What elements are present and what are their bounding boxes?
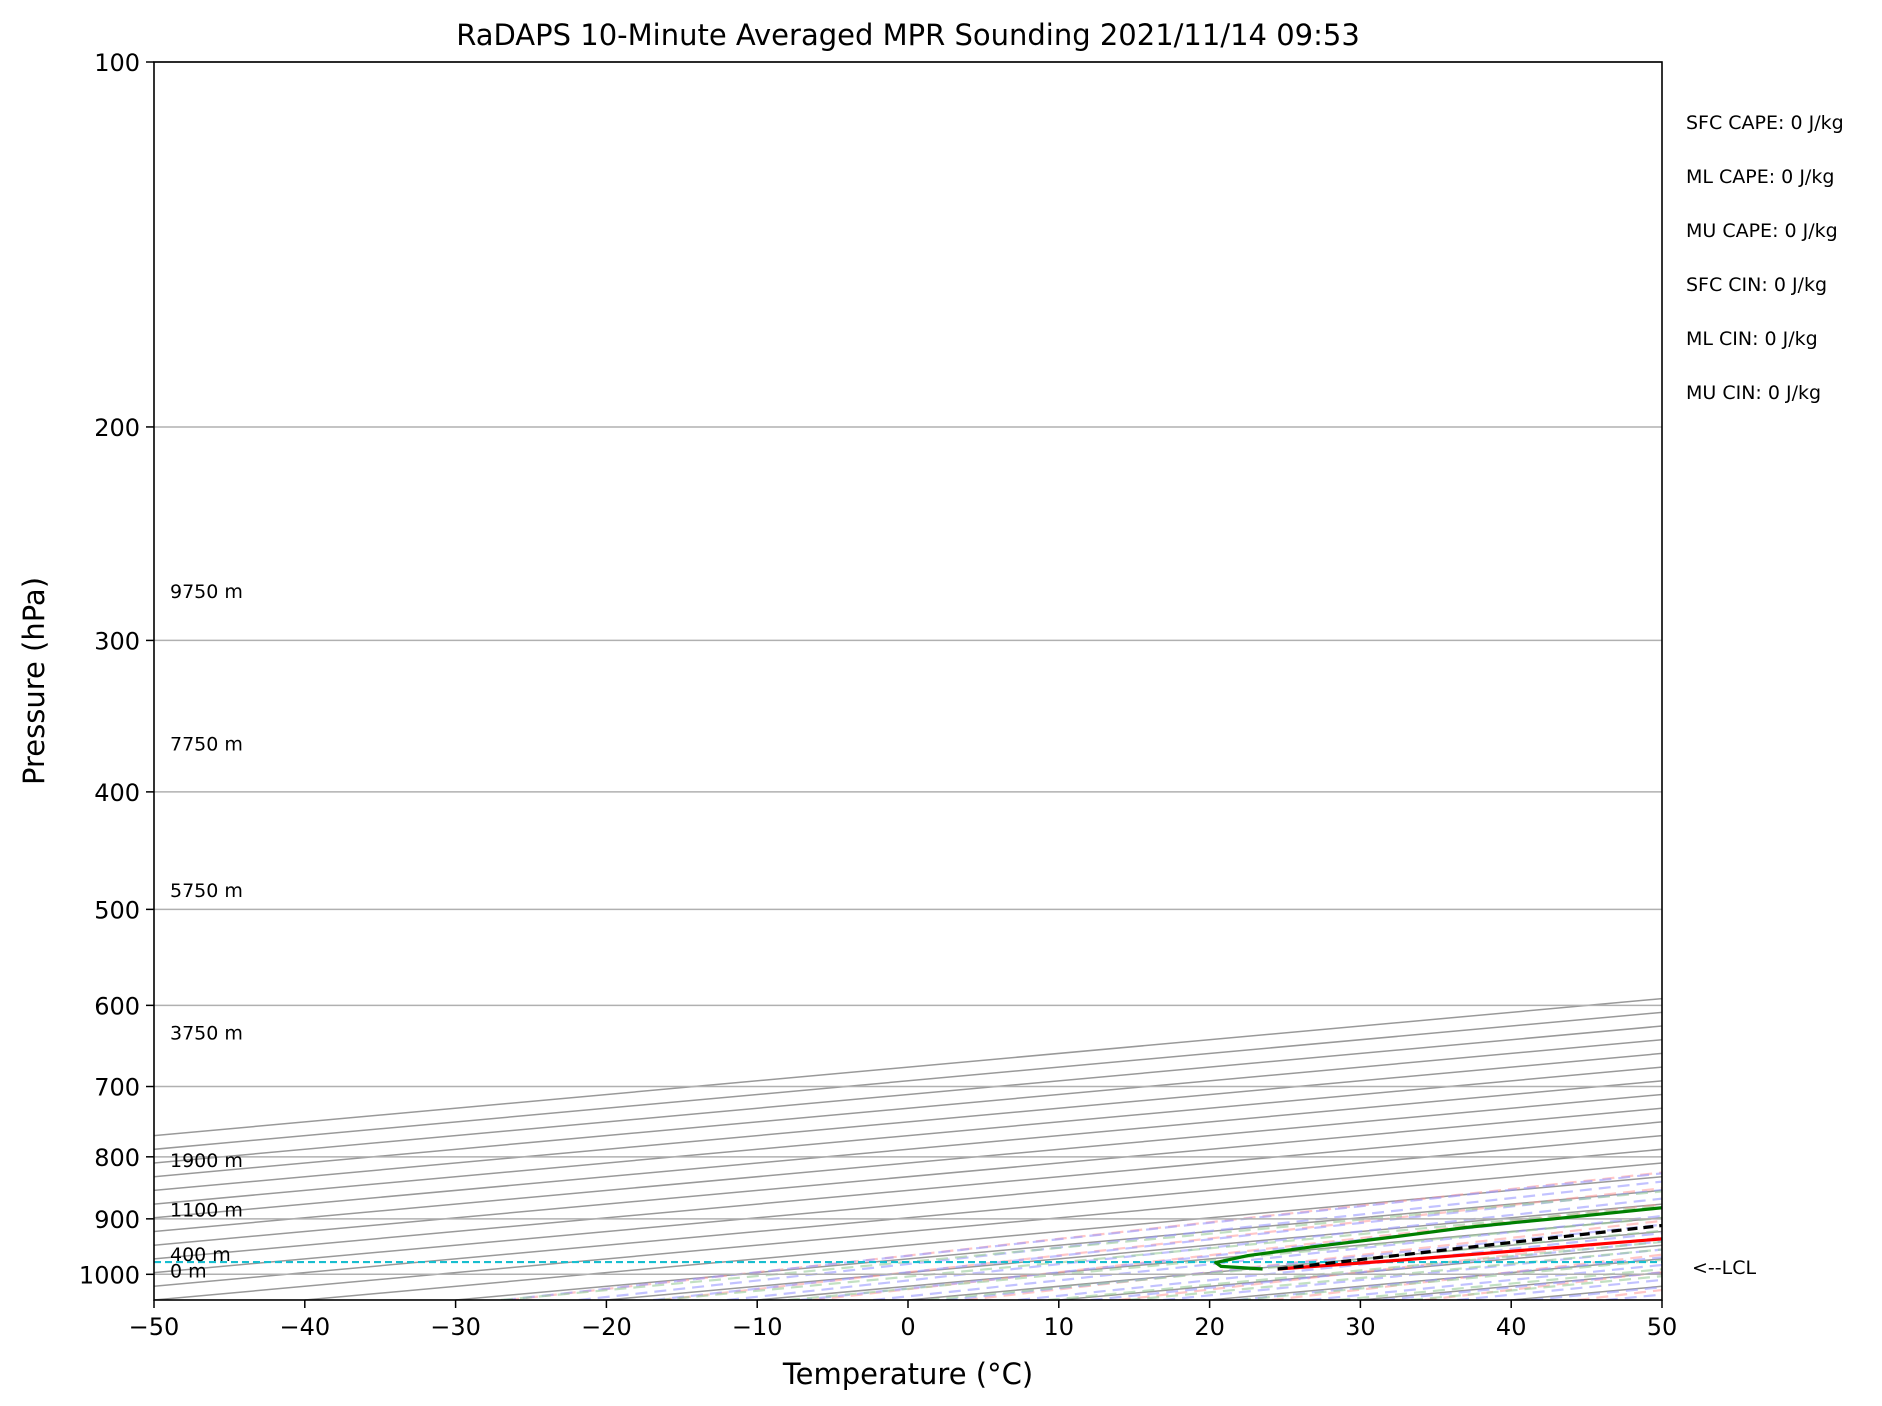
chart-labels: RaDAPS 10-Minute Averaged MPR Sounding 2… [17,18,1360,1391]
stability-index-text: MU CIN: 0 J/kg [1686,382,1821,404]
parcel-path-line [1277,1223,1662,1271]
y-tick-label: 100 [94,49,140,77]
x-tick-label: −50 [129,1313,180,1341]
stability-index-text: SFC CAPE: 0 J/kg [1686,112,1844,134]
y-tick-label: 800 [94,1144,140,1172]
y-tick-label: 500 [94,896,140,924]
height-label: 7750 m [170,734,243,756]
x-tick-label: −30 [430,1313,481,1341]
stability-index-text: MU CAPE: 0 J/kg [1686,220,1838,242]
chart-title: RaDAPS 10-Minute Averaged MPR Sounding 2… [456,18,1360,52]
y-tick-label: 1000 [79,1261,140,1289]
isotherm-line [154,1066,1662,1205]
height-label: 5750 m [170,880,243,902]
mixing-ratio-line [658,1204,1662,1300]
y-tick-label: 300 [94,627,140,655]
dewpoint-profile-line [1214,1206,1662,1271]
height-label: 9750 m [170,581,243,603]
y-tick-label: 900 [94,1206,140,1234]
stability-index-text: SFC CIN: 0 J/kg [1686,274,1827,296]
isotherm-line [154,1080,1662,1219]
data-lines [154,1206,1662,1271]
isotherm-line [154,1052,1662,1192]
moist-adiabat-line [726,1197,1662,1300]
x-tick-label: 30 [1345,1313,1376,1341]
y-tick-label: 700 [94,1074,140,1102]
isotherm-line [154,1038,1662,1178]
y-axis-label: Pressure (hPa) [17,577,51,785]
x-tick-label: −20 [581,1313,632,1341]
height-label: 0 m [170,1261,207,1283]
stability-index-text: ML CIN: 0 J/kg [1686,328,1818,350]
x-tick-label: 50 [1647,1313,1678,1341]
y-tick-label: 600 [94,992,140,1020]
height-label: 1100 m [170,1199,243,1221]
x-tick-label: 0 [900,1313,915,1341]
height-label: 400 m [170,1244,231,1266]
lcl-label: <--LCL [1692,1257,1756,1279]
height-label: 3750 m [170,1023,243,1045]
x-tick-label: 40 [1496,1313,1527,1341]
x-tick-label: 20 [1194,1313,1225,1341]
x-tick-label: −10 [732,1313,783,1341]
height-label: 1900 m [170,1150,243,1172]
stability-index-text: ML CAPE: 0 J/kg [1686,166,1834,188]
x-tick-label: 10 [1044,1313,1075,1341]
isotherm-line [154,1025,1662,1164]
x-axis-label: Temperature (°C) [782,1357,1033,1391]
y-tick-label: 400 [94,779,140,807]
x-tick-label: −40 [279,1313,330,1341]
isotherm-line [154,1011,1662,1151]
isotherm-line [154,997,1662,1137]
y-tick-label: 200 [94,414,140,442]
